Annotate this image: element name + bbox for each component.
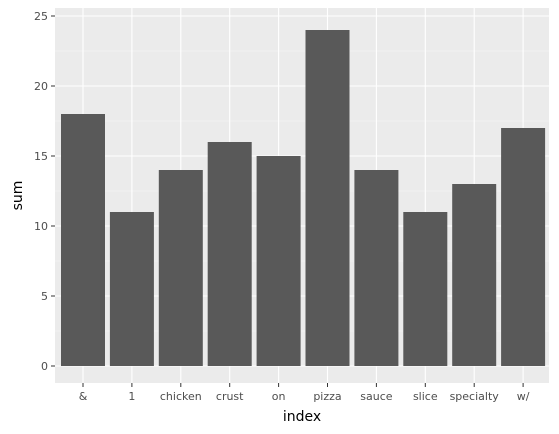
bar-9 — [501, 128, 546, 366]
x-axis-title: index — [283, 409, 321, 425]
y-tick-label: 10 — [34, 220, 48, 233]
x-tick-label: on — [272, 390, 286, 403]
y-tick-label: 0 — [41, 360, 48, 373]
bars — [61, 30, 546, 366]
bar-1 — [109, 212, 154, 366]
x-tick-label: crust — [216, 390, 244, 403]
bar-6 — [354, 170, 399, 366]
y-tick-label: 15 — [34, 150, 48, 163]
x-tick-label: chicken — [160, 390, 202, 403]
y-axis-title: sum — [10, 181, 26, 211]
bar-8 — [452, 184, 497, 366]
bar-5 — [305, 30, 350, 366]
x-tick-label: specialty — [450, 390, 500, 403]
bar-2 — [158, 170, 203, 366]
y-tick-label: 20 — [34, 80, 48, 93]
bar-4 — [256, 156, 301, 366]
x-tick-label: 1 — [128, 390, 135, 403]
bar-0 — [61, 114, 105, 366]
x-tick-label: w/ — [517, 390, 530, 403]
x-tick-label: sauce — [360, 390, 392, 403]
bar-3 — [207, 142, 252, 366]
bar-7 — [403, 212, 448, 366]
x-tick-label: slice — [413, 390, 438, 403]
y-axis: 0 5 10 15 20 25 — [34, 10, 55, 373]
y-tick-label: 5 — [41, 290, 48, 303]
x-tick-label: & — [79, 390, 88, 403]
y-tick-label: 25 — [34, 10, 48, 23]
x-tick-label: pizza — [313, 390, 341, 403]
x-axis: & 1 chicken crust on pizza sauce slice specialty… — [79, 383, 530, 403]
